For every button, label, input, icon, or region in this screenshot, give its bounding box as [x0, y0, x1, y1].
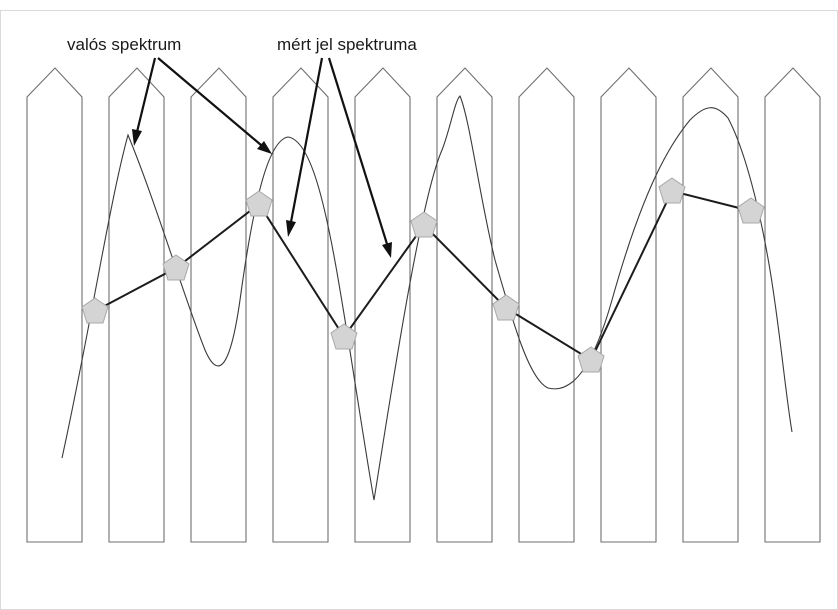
- picket-9: [682, 67, 739, 543]
- true-spectrum-label: valós spektrum: [67, 35, 181, 54]
- arrow-true-spectrum-1-shaft: [135, 57, 157, 133]
- fence-pickets: [26, 67, 821, 543]
- picket-1: [26, 67, 83, 543]
- picket-10: [764, 67, 821, 543]
- picket-7: [518, 67, 575, 543]
- arrow-measured-1-head: [286, 220, 296, 237]
- sample-marker-3: [245, 190, 273, 217]
- measured-spectrum-label: mért jel spektruma: [277, 35, 417, 54]
- sample-marker-2: [162, 254, 190, 281]
- sample-marker-7: [577, 346, 605, 373]
- sample-markers: [81, 177, 765, 373]
- arrow-measured-2-head: [382, 242, 392, 258]
- label-pointers: [132, 57, 392, 258]
- picket-2: [108, 67, 165, 543]
- sample-marker-4: [330, 323, 358, 350]
- sample-marker-8: [658, 177, 686, 204]
- arrow-measured-1-shaft: [289, 57, 324, 223]
- sample-marker-6: [492, 294, 520, 321]
- sample-marker-1: [81, 297, 109, 324]
- picket-6: [436, 67, 493, 543]
- sample-marker-5: [410, 211, 438, 238]
- arrow-measured-2-shaft: [327, 57, 389, 245]
- picket-4: [272, 67, 329, 543]
- picket-8: [600, 67, 657, 543]
- arrow-true-spectrum-2-head: [257, 141, 272, 154]
- picket-5: [354, 67, 411, 543]
- arrow-true-spectrum-2-shaft: [157, 57, 262, 146]
- true-spectrum-curve: [61, 95, 793, 501]
- arrow-true-spectrum-1-head: [132, 129, 142, 146]
- picket-3: [190, 67, 247, 543]
- sample-marker-9: [737, 197, 765, 224]
